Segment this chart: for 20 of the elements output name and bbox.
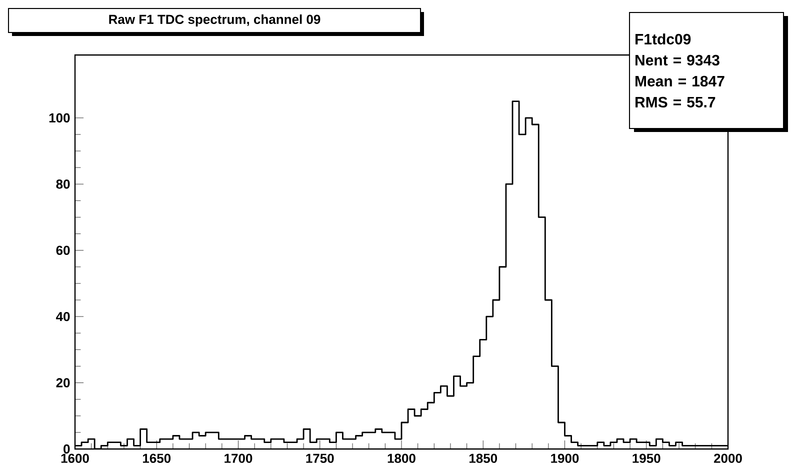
x-tick-label: 1750 — [306, 454, 334, 463]
x-tick-label: 1900 — [551, 454, 579, 463]
x-tick-label: 1700 — [224, 454, 252, 463]
annotation: Nent = 9343 — [636, 54, 720, 66]
y-tick-label: 80 — [56, 180, 70, 189]
text: F1tdc09 — [636, 33, 691, 44]
y-tick-label: 40 — [56, 312, 70, 322]
x-tick-label: 1600 — [61, 454, 89, 463]
x-tick-label: 1950 — [632, 454, 660, 463]
x-tick-label: 1800 — [388, 454, 416, 463]
annotation: RMS = 55.7 — [636, 96, 716, 108]
x-tick-label: 1850 — [469, 454, 498, 463]
y-tick-label: 60 — [56, 246, 70, 255]
x-tick-label: 2000 — [714, 454, 742, 463]
annotation: Mean = 1847 — [636, 76, 724, 86]
y-tick-label: 20 — [56, 378, 70, 388]
chart-title: Raw F1 TDC spectrum, channel 09 — [109, 14, 320, 27]
y-tick-label: 100 — [49, 113, 70, 122]
x-tick-label: 1650 — [142, 454, 171, 463]
y-tick-label: 0 — [64, 444, 70, 454]
